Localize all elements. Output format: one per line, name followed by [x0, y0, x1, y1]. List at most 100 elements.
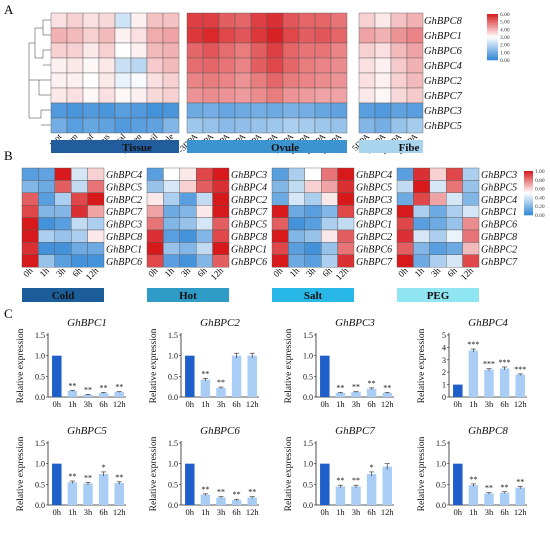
bar [216, 497, 226, 505]
group-bar-label: Ovule [271, 142, 299, 154]
y-tick-label: 1.0 [303, 352, 313, 361]
heatmap-cell [114, 12, 132, 29]
heatmap-cell [234, 42, 252, 59]
y-tick-label: 1.0 [35, 352, 45, 361]
colorbar-b-segment [524, 171, 533, 173]
group-bar [51, 140, 179, 153]
heatmap-cell [38, 242, 56, 255]
heatmap-cell [146, 102, 164, 119]
heatmap-cell [50, 87, 68, 104]
heatmap-cell [446, 254, 463, 268]
heatmap-row-label: GhBPC7 [481, 257, 518, 268]
heatmap-cell [146, 87, 164, 104]
heatmap-cell [314, 102, 332, 119]
heatmap-cell [130, 87, 148, 104]
heatmap-cell [162, 57, 180, 74]
colorbar-a-segment [487, 29, 498, 32]
heatmap-cell [218, 27, 236, 44]
heatmap-cell [321, 217, 338, 231]
heatmap-cell [406, 117, 424, 134]
group-bar-label: Fibe [399, 142, 420, 154]
heatmap-cell [298, 72, 316, 89]
heatmap-cell [234, 27, 252, 44]
y-axis-label: Relative expression [284, 328, 294, 403]
heatmap-cell [195, 229, 213, 243]
colorbar-a-segment [487, 53, 498, 56]
heatmap-cell [304, 180, 322, 193]
heatmap-cell [114, 102, 132, 119]
heatmap-cell [54, 242, 72, 255]
colorbar-a-tick-label: 0.00 [500, 58, 510, 64]
x-tick-label: 12h [113, 399, 127, 409]
x-tick-label: 0h [454, 399, 463, 409]
y-tick-label: 0.5 [35, 480, 45, 489]
heatmap-cell [212, 192, 230, 206]
heatmap-cell [298, 102, 316, 119]
heatmap-cell [406, 42, 424, 59]
significance-marker: ** [201, 369, 209, 378]
heatmap-row-label: GhBPC6 [231, 257, 267, 268]
x-tick-label: 0h [53, 507, 62, 517]
significance-marker: ** [469, 475, 477, 484]
significance-marker: ** [217, 488, 225, 497]
heatmap-cell [38, 217, 56, 231]
colorbar-b-segment [524, 179, 533, 182]
group-bar-label: Hot [179, 290, 197, 302]
heatmap-cell [146, 204, 164, 218]
heatmap-cell [218, 102, 236, 119]
heatmap-cell [54, 254, 72, 268]
x-tick-label: 6h [367, 399, 376, 409]
heatmap-cell [70, 254, 88, 268]
heatmap-cell [70, 204, 88, 218]
heatmap-cell [330, 42, 348, 59]
heatmap-cell [130, 102, 148, 119]
heatmap-cell [179, 192, 197, 206]
heatmap-cell [218, 42, 236, 59]
heatmap-cell [130, 72, 148, 89]
heatmap-row-label: GhBPC1 [106, 244, 142, 255]
heatmap-cell [38, 180, 56, 193]
heatmap-cell [162, 27, 180, 44]
heatmap-cell [234, 57, 252, 74]
colorbar-a-segment [487, 23, 498, 26]
x-tick-label: 1h [469, 507, 478, 517]
significance-marker: ** [68, 381, 76, 390]
heatmap-cell [130, 117, 148, 134]
bar [216, 387, 226, 397]
bar-chart-title: GhBPC8 [468, 425, 508, 437]
colorbar-a-segment [487, 20, 498, 22]
heatmap-cell [146, 254, 164, 268]
heatmap-cell [38, 167, 56, 181]
significance-marker: ** [84, 386, 92, 395]
bar [114, 392, 124, 397]
heatmap-row-label: GhBPC3 [481, 170, 517, 181]
significance-marker: ** [516, 477, 524, 486]
heatmap-cell [98, 102, 116, 119]
heatmap-cell [337, 192, 355, 206]
heatmap-cell [66, 117, 84, 134]
heatmap-cell [282, 27, 300, 44]
panel-label-a: A [4, 2, 14, 17]
heatmap-cell [50, 102, 68, 119]
heatmap-cell [186, 57, 204, 74]
bar-chart-title: GhBPC1 [67, 317, 107, 329]
heatmap-cell [179, 204, 197, 218]
heatmap-cell [304, 204, 322, 218]
heatmap-cell [282, 72, 300, 89]
panel-b: GhBPC4GhBPC5GhBPC2GhBPC7GhBPC3GhBPC8GhBP… [21, 167, 545, 302]
colorbar-a-tick-label: 1.00 [500, 50, 510, 56]
heatmap-cell [374, 72, 392, 89]
heatmap-cell [21, 242, 39, 255]
heatmap-cell [195, 192, 213, 206]
colorbar-a-tick-label: 5.00 [500, 20, 510, 26]
heatmap-cell [429, 242, 447, 255]
heatmap-cell [337, 204, 355, 218]
bar [247, 355, 257, 397]
heatmap-cell [50, 27, 68, 44]
x-tick-label: 3h [217, 399, 226, 409]
group-bar-label: Salt [304, 290, 323, 302]
bar [515, 374, 525, 397]
bar [453, 463, 463, 505]
heatmap-cell [87, 242, 105, 255]
bar [468, 485, 479, 505]
